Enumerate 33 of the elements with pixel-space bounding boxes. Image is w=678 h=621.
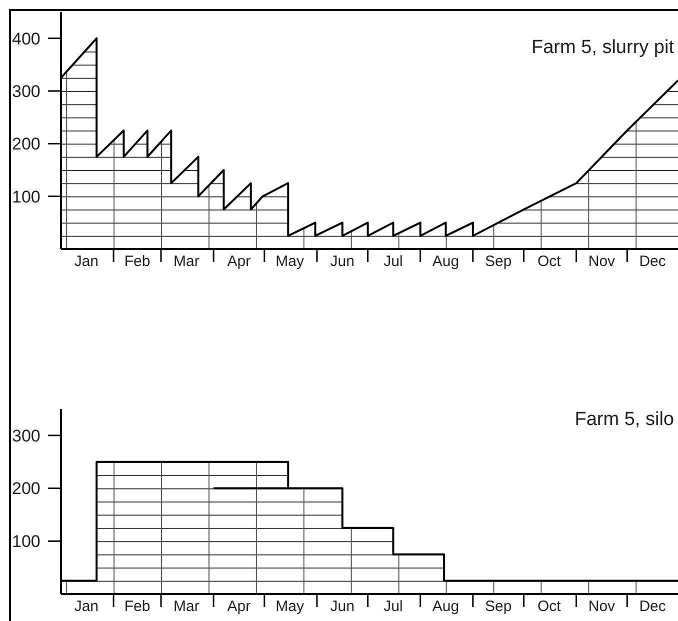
- x-tick-label: May: [276, 253, 304, 270]
- x-tick-label: Feb: [124, 253, 150, 270]
- x-tick-label: Jul: [384, 598, 403, 615]
- x-tick-label: May: [276, 598, 304, 615]
- x-tick-label: Sep: [484, 598, 512, 615]
- x-tick-label: Aug: [432, 253, 460, 270]
- x-tick-label: Feb: [124, 598, 150, 615]
- x-tick-label: Nov: [588, 253, 616, 270]
- x-tick-label: Jun: [330, 253, 354, 270]
- y-tick-label: 100: [12, 187, 40, 206]
- x-tick-label: Aug: [432, 598, 460, 615]
- text: Farm 5, slurry pit: [531, 37, 675, 58]
- y-tick-label: 300: [12, 426, 40, 446]
- x-tick-label: Sep: [484, 253, 512, 270]
- x-tick-label: Dec: [639, 598, 666, 615]
- chart-title: Farm 5, silo: [574, 409, 674, 430]
- x-tick-label: Oct: [538, 598, 562, 615]
- x-tick-label: Oct: [538, 253, 562, 270]
- x-tick-label: Nov: [588, 598, 616, 615]
- y-tick-label: 100: [12, 532, 40, 552]
- x-tick-label: Mar: [174, 253, 200, 270]
- x-tick-label: Jan: [74, 253, 99, 270]
- x-tick-label: Jan: [74, 598, 99, 615]
- x-tick-label: Jul: [384, 253, 403, 270]
- y-tick-label: 300: [12, 82, 40, 101]
- x-tick-label: Jun: [330, 598, 354, 615]
- x-tick-label: Apr: [227, 253, 251, 270]
- x-tick-label: Dec: [639, 253, 666, 270]
- x-tick-label: Apr: [227, 598, 251, 615]
- y-tick-label: 200: [12, 134, 40, 154]
- x-tick-label: Mar: [174, 598, 200, 615]
- y-tick-label: 200: [12, 479, 40, 498]
- y-tick-label: 400: [12, 29, 40, 48]
